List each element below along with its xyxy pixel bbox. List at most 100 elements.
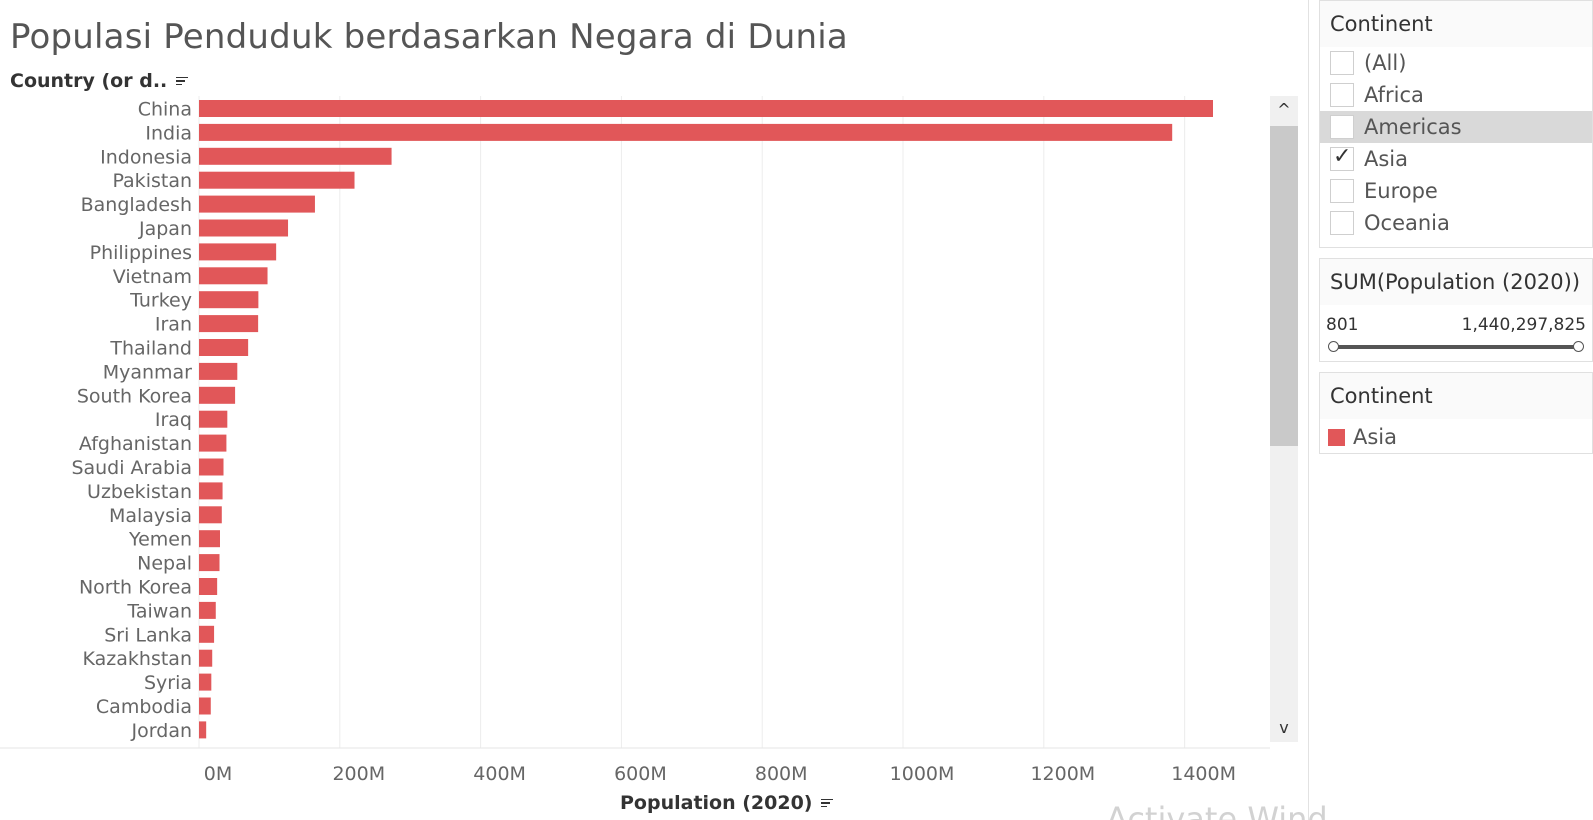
bar[interactable] <box>199 123 1173 141</box>
range-max-label: 1,440,297,825 <box>1461 315 1586 335</box>
filter-item-americas[interactable]: Americas <box>1320 111 1592 143</box>
filter-item-oceania[interactable]: Oceania <box>1320 207 1592 239</box>
bar[interactable] <box>199 171 355 189</box>
country-label[interactable]: Iran <box>155 314 192 336</box>
bar[interactable] <box>199 721 207 739</box>
bar[interactable] <box>199 243 277 261</box>
country-label[interactable]: Pakistan <box>112 170 192 192</box>
country-label[interactable]: Philippines <box>90 242 192 264</box>
bar[interactable] <box>199 291 259 309</box>
country-label[interactable]: Sri Lanka <box>104 624 192 646</box>
filter-item-label: Europe <box>1364 179 1438 203</box>
bar[interactable] <box>199 410 228 428</box>
range-max-handle[interactable] <box>1573 341 1584 352</box>
country-label[interactable]: Nepal <box>137 553 192 575</box>
filter-item-africa[interactable]: Africa <box>1320 79 1592 111</box>
bar[interactable] <box>199 219 289 237</box>
country-label[interactable]: Vietnam <box>113 266 192 288</box>
country-label[interactable]: India <box>145 122 192 144</box>
bar[interactable] <box>199 530 220 548</box>
legend-item[interactable]: Asia <box>1320 419 1592 455</box>
bar[interactable] <box>199 482 223 500</box>
country-label[interactable]: Syria <box>144 672 192 694</box>
country-label[interactable]: Saudi Arabia <box>71 457 192 479</box>
chevron-up-icon[interactable]: ^ <box>1277 100 1291 119</box>
checkbox[interactable] <box>1330 83 1354 107</box>
bar[interactable] <box>199 458 224 476</box>
country-label[interactable]: Bangladesh <box>81 194 192 216</box>
country-label[interactable]: Yemen <box>128 529 192 551</box>
x-tick-label: 1400M <box>1171 763 1236 785</box>
country-label[interactable]: North Korea <box>79 577 192 599</box>
range-min-handle[interactable] <box>1328 341 1339 352</box>
filter-item-label: Americas <box>1364 115 1462 139</box>
page-title: Populasi Penduduk berdasarkan Negara di … <box>10 17 848 57</box>
country-label[interactable]: Myanmar <box>103 361 192 383</box>
country-label[interactable]: Turkey <box>129 290 192 312</box>
bar[interactable] <box>199 554 220 572</box>
legend-list: Asia <box>1320 419 1592 455</box>
panel-divider <box>1308 0 1309 820</box>
range-slider[interactable] <box>1328 335 1584 359</box>
checkbox[interactable] <box>1330 115 1354 139</box>
checkbox[interactable] <box>1330 179 1354 203</box>
country-label[interactable]: Japan <box>138 218 192 240</box>
filter-item-all[interactable]: (All) <box>1320 47 1592 79</box>
x-tick-label: 400M <box>473 763 526 785</box>
filter-list: (All) Africa Americas ✓ Asia Europe Oceania <box>1320 47 1592 239</box>
bar[interactable] <box>199 147 392 165</box>
bar[interactable] <box>199 434 227 452</box>
bar[interactable] <box>199 386 236 404</box>
legend-title: Continent <box>1320 373 1592 419</box>
sort-icon[interactable] <box>821 798 834 808</box>
filter-item-label: Africa <box>1364 83 1424 107</box>
color-legend: Continent Asia <box>1319 372 1593 454</box>
chevron-down-icon[interactable]: v <box>1279 718 1289 737</box>
checkbox[interactable]: ✓ <box>1330 145 1354 171</box>
x-tick-labels: 0M 200M 400M 600M 800M 1000M 1200M 1400M <box>204 763 1236 785</box>
bar[interactable] <box>199 100 1213 117</box>
bar[interactable] <box>199 267 268 285</box>
bar[interactable] <box>199 697 211 715</box>
country-label[interactable]: Thailand <box>109 338 192 360</box>
country-label[interactable]: Taiwan <box>126 600 192 622</box>
population-range-filter: SUM(Population (2020)) 801 1,440,297,825 <box>1319 258 1593 362</box>
filter-item-asia[interactable]: ✓ Asia <box>1320 143 1592 175</box>
country-label[interactable]: Iraq <box>155 409 192 431</box>
checkbox[interactable] <box>1330 51 1354 75</box>
bar[interactable] <box>199 362 238 380</box>
bar[interactable] <box>199 673 212 691</box>
bar[interactable] <box>199 649 213 667</box>
country-label[interactable]: Uzbekistan <box>87 481 192 503</box>
bar[interactable] <box>199 315 259 333</box>
filter-item-europe[interactable]: Europe <box>1320 175 1592 207</box>
bar[interactable] <box>199 578 218 595</box>
watermark: Activate Wind <box>1106 800 1328 820</box>
filter-item-label: Oceania <box>1364 211 1450 235</box>
bar[interactable] <box>199 506 222 524</box>
scrollbar-thumb[interactable] <box>1270 126 1298 446</box>
country-label[interactable]: Malaysia <box>109 505 192 527</box>
checkbox[interactable] <box>1330 211 1354 235</box>
country-label[interactable]: Afghanistan <box>79 433 192 455</box>
range-slider-track[interactable] <box>1332 345 1580 349</box>
x-tick-label: 0M <box>204 763 232 785</box>
legend-label: Asia <box>1353 425 1398 449</box>
x-tick-label: 1000M <box>890 763 955 785</box>
x-axis-title[interactable]: Population (2020) <box>620 792 834 814</box>
country-label[interactable]: Cambodia <box>96 696 192 718</box>
sort-icon[interactable] <box>176 76 189 86</box>
bar[interactable] <box>199 625 215 643</box>
row-header[interactable]: Country (or d.. <box>10 70 189 92</box>
bar[interactable] <box>199 601 216 619</box>
country-label[interactable]: South Korea <box>77 385 192 407</box>
chart-scrollbar[interactable]: ^ v <box>1270 96 1298 742</box>
bar[interactable] <box>199 339 249 356</box>
country-label[interactable]: Jordan <box>131 720 192 742</box>
country-label[interactable]: Indonesia <box>100 146 192 168</box>
bar[interactable] <box>199 195 315 213</box>
range-values: 801 1,440,297,825 <box>1320 305 1592 335</box>
country-label[interactable]: Kazakhstan <box>83 648 192 670</box>
country-label[interactable]: China <box>138 99 192 121</box>
country-labels: ChinaIndiaIndonesiaPakistanBangladeshJap… <box>71 99 192 742</box>
